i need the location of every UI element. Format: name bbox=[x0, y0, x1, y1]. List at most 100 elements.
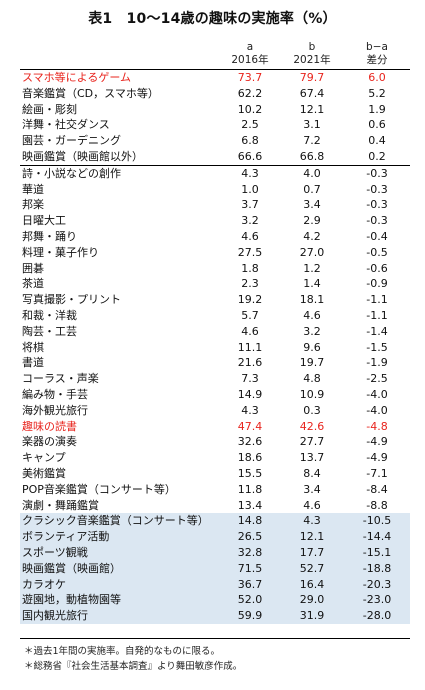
value-2021: 19.7 bbox=[299, 356, 325, 370]
row-label: 絵画・彫刻 bbox=[22, 102, 77, 116]
table-row: POP音楽鑑賞（コンサート等） 11.8 3.4 -8.4 bbox=[20, 482, 410, 498]
value-2021: 4.2 bbox=[303, 229, 321, 243]
table-row: 演劇・舞踊鑑賞 13.4 4.6 -8.8 bbox=[20, 498, 410, 514]
row-label: 邦楽 bbox=[22, 198, 44, 212]
value-2021: 4.0 bbox=[303, 166, 321, 180]
value-diff: -1.4 bbox=[366, 324, 388, 338]
value-2021: 12.1 bbox=[299, 102, 325, 116]
row-label: カラオケ bbox=[22, 577, 66, 591]
value-diff: 5.2 bbox=[368, 86, 386, 100]
table-row: キャンプ 18.6 13.7 -4.9 bbox=[20, 450, 410, 466]
table-row: 編み物・手芸 14.9 10.9 -4.0 bbox=[20, 387, 410, 403]
table-row: 料理・菓子作り 27.5 27.0 -0.5 bbox=[20, 245, 410, 261]
value-2016: 59.9 bbox=[237, 609, 263, 623]
value-diff: -0.3 bbox=[366, 166, 388, 180]
value-diff: 0.4 bbox=[368, 134, 386, 148]
value-2021: 13.7 bbox=[299, 451, 325, 465]
row-label: 美術鑑賞 bbox=[22, 466, 66, 480]
row-label: 遊園地，動植物園等 bbox=[22, 593, 121, 607]
table-row: 邦楽 3.7 3.4 -0.3 bbox=[20, 197, 410, 213]
value-diff: -4.9 bbox=[366, 435, 388, 449]
value-2016: 6.8 bbox=[241, 134, 259, 148]
value-diff: -0.6 bbox=[366, 261, 388, 275]
row-label: 音楽鑑賞（CD，スマホ等） bbox=[22, 86, 159, 100]
value-diff: -0.3 bbox=[366, 214, 388, 228]
table-row: 美術鑑賞 15.5 8.4 -7.1 bbox=[20, 466, 410, 482]
table-row: 写真撮影・プリント 19.2 18.1 -1.1 bbox=[20, 292, 410, 308]
value-2016: 5.7 bbox=[241, 308, 259, 322]
value-2016: 2.3 bbox=[241, 277, 259, 291]
row-label: POP音楽鑑賞（コンサート等） bbox=[22, 482, 176, 496]
col-diff-unit: 差分 bbox=[366, 54, 388, 66]
value-diff: -2.5 bbox=[366, 372, 388, 386]
table-row: 囲碁 1.8 1.2 -0.6 bbox=[20, 261, 410, 277]
value-2021: 27.7 bbox=[299, 435, 325, 449]
value-2016: 27.5 bbox=[237, 245, 263, 259]
row-label: 映画鑑賞（映画館） bbox=[22, 561, 121, 575]
value-2016: 14.9 bbox=[237, 387, 263, 401]
row-label: 国内観光旅行 bbox=[22, 609, 88, 623]
value-2021: 2.9 bbox=[303, 214, 321, 228]
value-2016: 13.4 bbox=[237, 498, 263, 512]
col-diff-header: b−a 差分 bbox=[349, 41, 405, 67]
row-label: 書道 bbox=[22, 356, 44, 370]
row-label: 趣味の読書 bbox=[22, 419, 77, 433]
value-2021: 66.8 bbox=[299, 149, 325, 163]
value-diff: -14.4 bbox=[362, 530, 392, 544]
value-2016: 4.3 bbox=[241, 166, 259, 180]
value-2021: 3.4 bbox=[303, 482, 321, 496]
row-label: 編み物・手芸 bbox=[22, 387, 88, 401]
value-2016: 26.5 bbox=[237, 530, 263, 544]
row-label: スポーツ観戦 bbox=[22, 545, 88, 559]
value-diff: -4.0 bbox=[366, 403, 388, 417]
value-2021: 0.7 bbox=[303, 182, 321, 196]
row-label: 写真撮影・プリント bbox=[22, 293, 121, 307]
value-diff: -10.5 bbox=[362, 514, 392, 528]
table-row: 海外観光旅行 4.3 0.3 -4.0 bbox=[20, 403, 410, 419]
row-label: 茶道 bbox=[22, 277, 44, 291]
value-diff: -4.0 bbox=[366, 387, 388, 401]
value-2021: 4.6 bbox=[303, 308, 321, 322]
value-2016: 4.6 bbox=[241, 229, 259, 243]
col-a-header: a 2016年 bbox=[222, 41, 278, 67]
table-row: 邦舞・踊り 4.6 4.2 -0.4 bbox=[20, 229, 410, 245]
table-row: 音楽鑑賞（CD，スマホ等） 62.2 67.4 5.2 bbox=[20, 86, 410, 102]
value-2021: 79.7 bbox=[299, 71, 325, 84]
value-2021: 16.4 bbox=[299, 577, 325, 591]
value-2016: 19.2 bbox=[237, 293, 263, 307]
value-diff: -0.3 bbox=[366, 182, 388, 196]
value-diff: -1.1 bbox=[366, 308, 388, 322]
footnotes: ＊過去1年間の実施率。自発的なものに限る。 ＊総務省『社会生活基本調査』より舞田… bbox=[24, 644, 242, 674]
value-2016: 11.1 bbox=[237, 340, 263, 354]
col-b-year: 2021年 bbox=[293, 54, 331, 66]
value-diff: -1.1 bbox=[366, 293, 388, 307]
row-label: 演劇・舞踊鑑賞 bbox=[22, 498, 99, 512]
value-2021: 4.3 bbox=[303, 514, 321, 528]
table-row: スポーツ観戦 32.8 17.7 -15.1 bbox=[20, 544, 410, 561]
value-2016: 11.8 bbox=[237, 482, 263, 496]
value-2021: 0.3 bbox=[303, 403, 321, 417]
value-2021: 1.4 bbox=[303, 277, 321, 291]
row-label: 日曜大工 bbox=[22, 214, 66, 228]
row-label: 将棋 bbox=[22, 340, 44, 354]
table-row: コーラス・声楽 7.3 4.8 -2.5 bbox=[20, 371, 410, 387]
table-row: 和裁・洋裁 5.7 4.6 -1.1 bbox=[20, 308, 410, 324]
row-label: 園芸・ガーデニング bbox=[22, 134, 121, 148]
row-label: 和裁・洋裁 bbox=[22, 308, 77, 322]
col-a-year: 2016年 bbox=[231, 54, 269, 66]
value-2016: 62.2 bbox=[237, 86, 263, 100]
table-row: 映画鑑賞（映画館以外） 66.6 66.8 0.2 bbox=[20, 149, 410, 166]
value-2021: 1.2 bbox=[303, 261, 321, 275]
value-2021: 4.6 bbox=[303, 498, 321, 512]
table-row: ボランティア活動 26.5 12.1 -14.4 bbox=[20, 529, 410, 545]
value-2021: 7.2 bbox=[303, 134, 321, 148]
value-2016: 15.5 bbox=[237, 466, 263, 480]
table-row: 映画鑑賞（映画館） 71.5 52.7 -18.8 bbox=[20, 560, 410, 577]
table-row: 国内観光旅行 59.9 31.9 -28.0 bbox=[20, 608, 410, 624]
value-diff: -23.0 bbox=[362, 593, 392, 607]
value-diff: -1.9 bbox=[366, 356, 388, 370]
value-diff: -15.1 bbox=[362, 545, 392, 559]
value-2016: 2.5 bbox=[241, 118, 259, 132]
value-diff: -8.4 bbox=[366, 482, 388, 496]
value-2016: 32.6 bbox=[237, 435, 263, 449]
